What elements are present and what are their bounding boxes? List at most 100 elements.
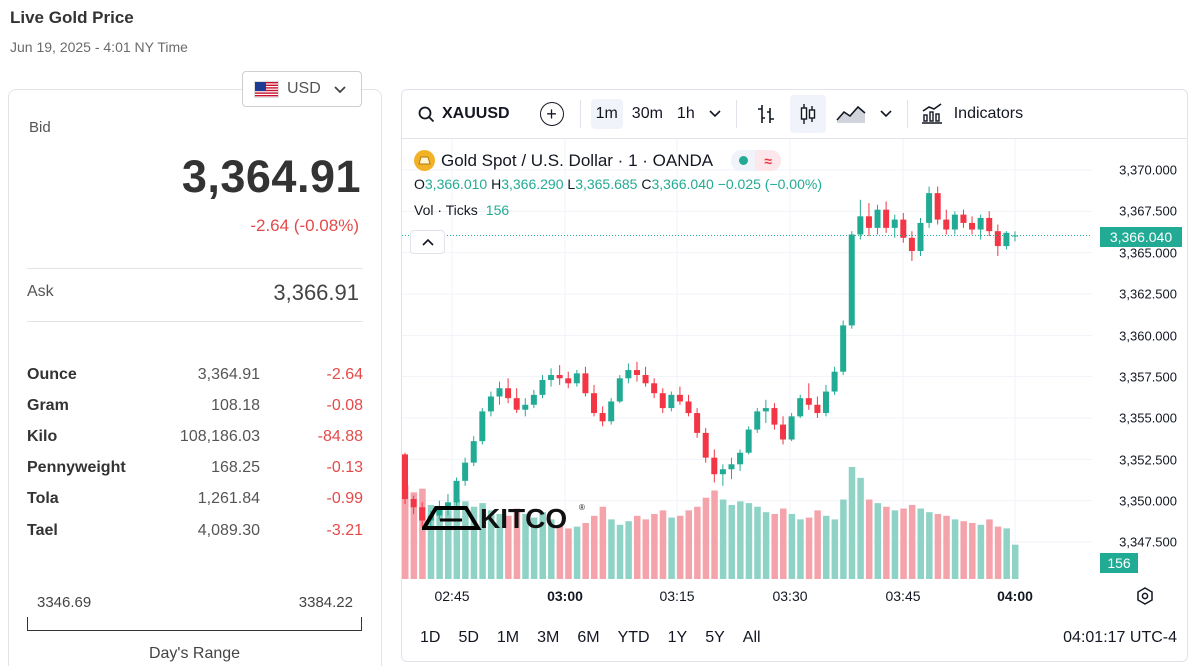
candle-body [788,416,795,440]
table-row: Ounce 3,364.91 -2.64 [27,359,363,390]
indicators-button[interactable]: Indicators [920,103,1023,125]
volume-bar [831,519,839,579]
unit-price: 168.25 [211,459,260,477]
symbol-search[interactable]: XAUUSD [418,105,510,123]
volume-bar [969,523,976,579]
symbol-label: XAUUSD [442,105,510,122]
ohlc-high-label: H [491,176,502,192]
day-range-label: Day's Range [148,645,241,662]
candle-body [814,404,821,414]
candle-body [668,394,675,409]
volume-bar [633,515,641,579]
ohlc-low-label: L [567,176,576,192]
x-axis-tick: 03:15 [659,588,695,604]
volume-bar [805,517,813,579]
candle-body [487,396,494,412]
candle-body [994,231,1001,247]
range-all[interactable]: All [742,628,761,646]
kitco-logo: KITCO ® [422,500,592,534]
interval-30m[interactable]: 30m [631,105,663,122]
candle-body [539,379,546,395]
candle-body [711,457,718,475]
unit-price: 108.18 [211,396,260,414]
price-chart[interactable] [402,139,1188,639]
candle-body [513,398,520,410]
bar-chart-icon [757,105,774,123]
last-price-tag: 3,366.040 [1100,227,1182,247]
candle-body [969,222,976,230]
compare-add-icon[interactable]: + [539,102,564,126]
range-1y[interactable]: 1Y [667,628,688,646]
volume-value: 156 [485,202,510,218]
volume-bar [453,499,461,579]
volume-bar [565,528,572,579]
candle-body [694,413,701,433]
day-range-low: 3346.69 [37,594,92,611]
currency-select[interactable]: USD [242,71,362,107]
chart-style-dropdown[interactable] [875,104,897,124]
candle-body [522,404,529,410]
candle-body [857,216,864,235]
candle-body [891,219,898,228]
interval-1h[interactable]: 1h [676,105,695,122]
volume-bar [780,508,787,579]
volume-bar [719,499,727,579]
chart-settings-button[interactable] [1135,586,1155,611]
chart-clock[interactable]: 04:01:17 UTC-4 [1063,628,1177,646]
candle-body [771,408,778,425]
volume-bar [934,513,942,579]
candle-body [616,378,623,402]
candle-body [633,370,640,376]
volume-bar [659,510,667,579]
unit-change: -84.88 [317,427,363,445]
unit-change: -0.13 [326,459,363,477]
range-1m[interactable]: 1M [496,628,520,646]
candle-body [642,375,649,384]
collapse-legend-button[interactable] [410,230,445,254]
unit-name: Pennyweight [27,459,126,477]
y-axis-tick: 3,352.500 [1119,452,1177,468]
volume-bar [797,519,804,579]
interval-dropdown[interactable] [704,104,726,124]
candle-body [977,217,984,230]
candle-body [874,209,881,228]
range-6m[interactable]: 6M [577,628,600,646]
kitco-wordmark: KITCO [480,503,567,534]
candle-body [917,222,924,252]
volume-bar [737,501,744,579]
price-panel [8,89,382,666]
volume-bar [436,508,443,579]
range-5y[interactable]: 5Y [705,628,725,646]
volume-bar [926,512,933,579]
range-ytd[interactable]: YTD [617,628,650,646]
y-axis-tick: 3,347.500 [1119,534,1177,550]
x-axis-tick: 03:30 [772,588,808,604]
volume-bar [865,499,873,579]
bars-style-button[interactable] [748,95,784,133]
candles-style-button[interactable] [789,95,826,133]
candle-body [573,373,580,384]
volume-bar [419,488,426,579]
candle-body [745,429,752,453]
range-5d[interactable]: 5D [458,628,479,646]
y-axis-tick: 3,367.500 [1119,203,1177,219]
volume-bar [573,526,581,579]
volume-bar [917,508,924,579]
volume-readout: Vol · Ticks 156 [414,202,509,218]
range-1d[interactable]: 1D [420,628,441,646]
volume-bar [582,523,589,579]
area-style-button[interactable] [832,95,870,133]
candle-body [582,373,589,394]
chart-legend: Gold Spot / U.S. Dollar · 1 · OANDA ≈ [414,150,782,171]
market-status[interactable]: ≈ [731,150,782,171]
volume-bar [608,519,615,579]
interval-1m[interactable]: 1m [590,99,623,129]
candle-body [934,193,941,220]
range-3m[interactable]: 3M [537,628,560,646]
day-range-bar [27,617,362,631]
unit-change: -2.64 [326,365,363,383]
volume-bar [745,503,753,579]
volume-bar [874,503,882,579]
volume-tag: 156 [1100,553,1138,573]
candle-body [591,393,598,414]
